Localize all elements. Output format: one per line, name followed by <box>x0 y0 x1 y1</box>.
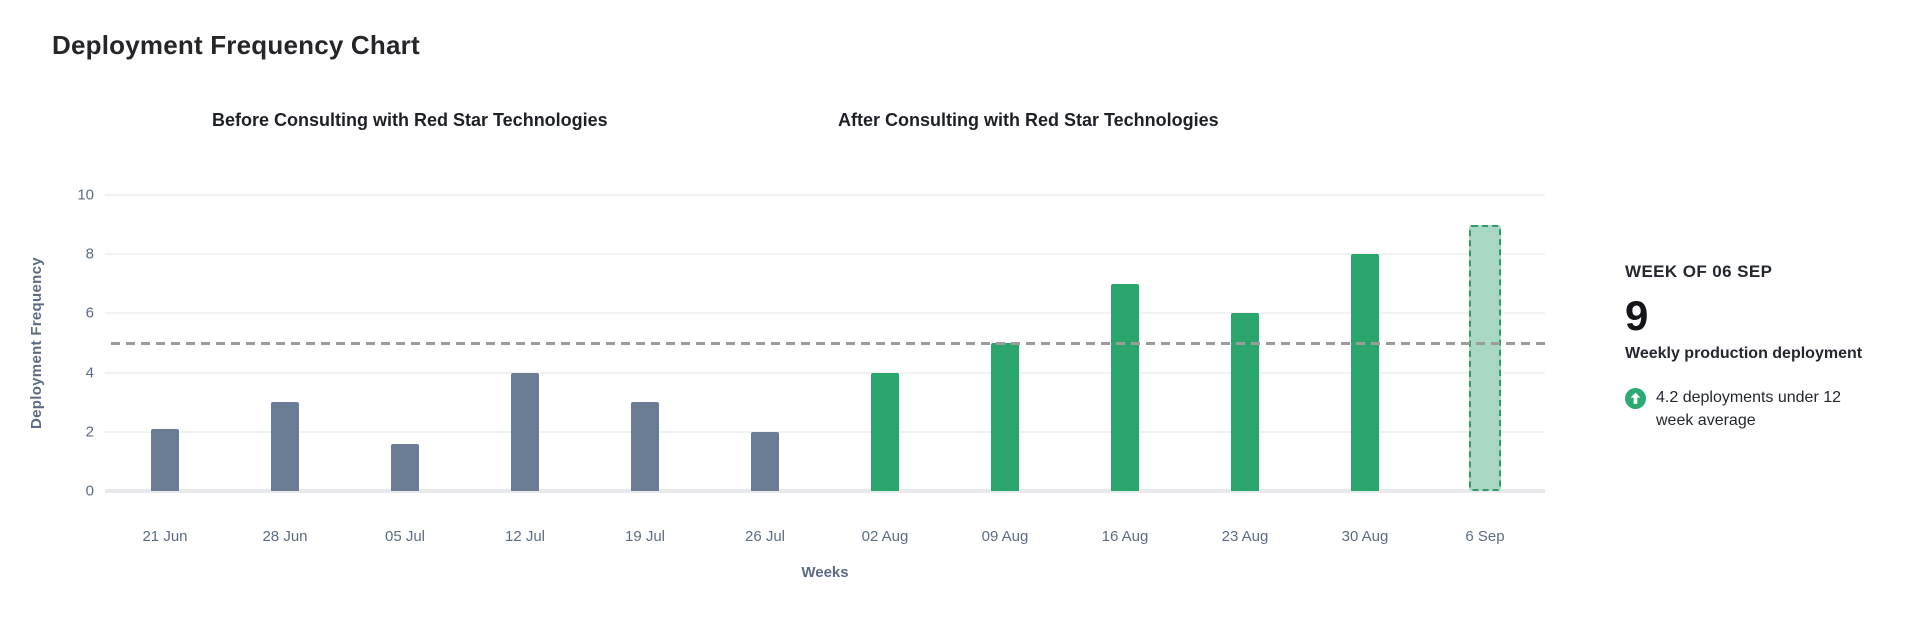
section-title-after: After Consulting with Red Star Technolog… <box>838 110 1219 130</box>
y-tick-label-8: 8 <box>85 245 94 263</box>
x-tick-label-12-jul: 12 Jul <box>504 528 546 545</box>
bar-28-jun[interactable] <box>271 402 299 491</box>
gridline-y-4 <box>105 371 1545 374</box>
bar-slot-30-aug <box>1305 195 1425 491</box>
arrow-up-circle-icon <box>1625 388 1646 409</box>
bar-16-aug[interactable] <box>1111 283 1139 491</box>
x-tick-label-30-aug: 30 Aug <box>1341 528 1389 545</box>
y-tick-label-6: 6 <box>85 304 94 322</box>
bar-21-jun[interactable] <box>151 428 179 491</box>
y-axis-ticks: 0 2 4 6 8 10 <box>52 187 98 500</box>
bar-slot-02-aug <box>825 195 945 491</box>
page-title: Deployment Frequency Chart <box>52 30 420 60</box>
trend-text: 4.2 deployments under 12 week average <box>1656 389 1842 429</box>
bar-23-aug[interactable] <box>1231 313 1259 491</box>
callout-value: 9 <box>1625 292 1649 339</box>
gridline-y-10 <box>105 194 1545 196</box>
trend-row: 4.2 deployments under 12 week average <box>1625 387 1905 432</box>
bar-slot-19-jul <box>585 195 705 491</box>
x-axis-title: Weeks <box>801 564 849 581</box>
gridline-y-2 <box>105 430 1545 433</box>
x-tick-label-19-jul: 19 Jul <box>624 528 666 545</box>
bar-slot-05-jul <box>345 195 465 491</box>
bars-row <box>105 195 1545 491</box>
x-tick-label-02-aug: 02 Aug <box>861 528 909 545</box>
gridline-y-6 <box>105 312 1545 315</box>
weekly-summary-panel: WEEK OF 06 SEP 9 Weekly production deplo… <box>1625 262 1905 432</box>
x-tick-label-28-jun: 28 Jun <box>262 528 308 545</box>
bar-09-aug[interactable] <box>991 343 1019 491</box>
bar-slot-28-jun <box>225 195 345 491</box>
bar-26-jul[interactable] <box>751 431 779 491</box>
bar-6-sep[interactable] <box>1469 224 1501 491</box>
section-title-before: Before Consulting with Red Star Technolo… <box>212 110 608 130</box>
x-tick-label-16-aug: 16 Aug <box>1101 528 1149 545</box>
callout-week-label: WEEK OF 06 SEP <box>1625 262 1773 281</box>
x-tick-label-26-jul: 26 Jul <box>744 528 786 545</box>
x-tick-label-05-jul: 05 Jul <box>384 528 426 545</box>
bar-slot-26-jul <box>705 195 825 491</box>
bar-slot-21-jun <box>105 195 225 491</box>
bar-05-jul[interactable] <box>391 443 419 491</box>
callout-value-label: Weekly production deployment <box>1625 345 1863 362</box>
x-tick-label-21-jun: 21 Jun <box>142 528 188 545</box>
x-axis-labels: 21 Jun 28 Jun 05 Jul 12 Jul 19 Jul 26 Jul 02 A… <box>105 528 1545 545</box>
x-tick-label-09-aug: 09 Aug <box>981 528 1029 545</box>
bar-slot-6-sep <box>1425 195 1545 491</box>
bar-02-aug[interactable] <box>871 372 899 491</box>
bar-19-jul[interactable] <box>631 402 659 491</box>
bar-30-aug[interactable] <box>1351 254 1379 491</box>
bar-slot-16-aug <box>1065 195 1185 491</box>
y-tick-label-0: 0 <box>85 482 94 500</box>
y-tick-label-2: 2 <box>85 423 94 441</box>
bar-slot-12-jul <box>465 195 585 491</box>
gridline-y-8 <box>105 253 1545 256</box>
x-tick-label-23-aug: 23 Aug <box>1221 528 1269 545</box>
plot-area <box>105 194 1545 493</box>
bar-slot-09-aug <box>945 195 1065 491</box>
bar-12-jul[interactable] <box>511 372 539 491</box>
target-reference-line <box>111 342 1545 345</box>
y-axis-title: Deployment Frequency <box>28 257 45 429</box>
x-tick-label-6-sep: 6 Sep <box>1465 528 1505 545</box>
x-axis-baseline <box>105 489 1545 493</box>
y-tick-label-4: 4 <box>85 364 94 382</box>
y-tick-label-10: 10 <box>77 186 94 204</box>
